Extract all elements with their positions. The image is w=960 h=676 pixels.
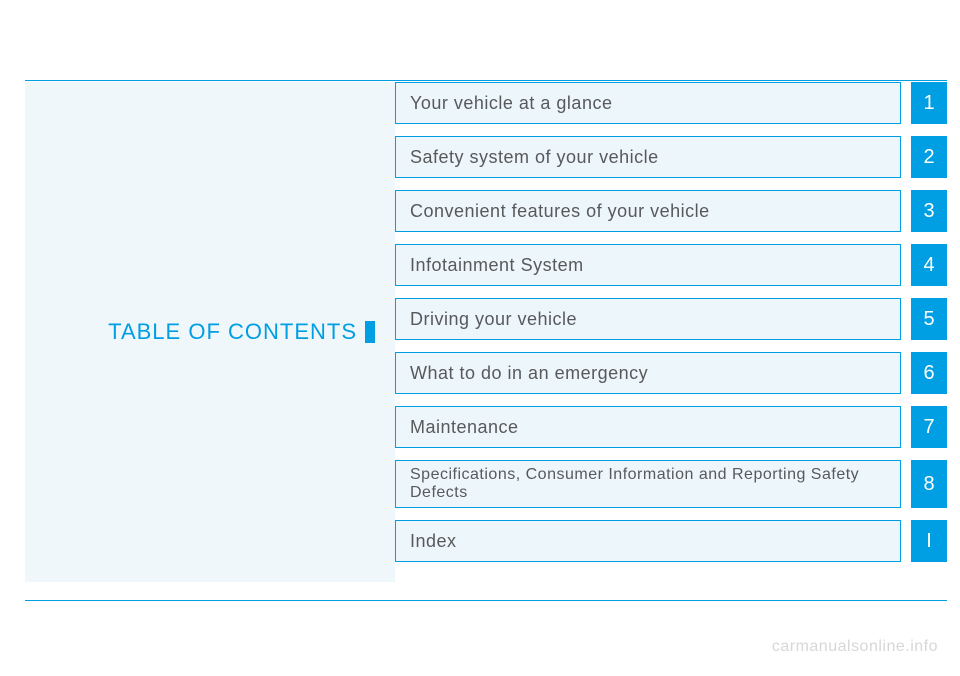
chapter-label-box[interactable]: Specifications, Consumer Information and…	[395, 460, 901, 508]
chapter-number-tab[interactable]: 5	[911, 298, 947, 340]
chapter-label-box[interactable]: Your vehicle at a glance	[395, 82, 901, 124]
chapter-number-tab[interactable]: 7	[911, 406, 947, 448]
chapter-label: What to do in an emergency	[410, 363, 648, 384]
chapter-label-box[interactable]: Driving your vehicle	[395, 298, 901, 340]
chapter-number-tab[interactable]: 1	[911, 82, 947, 124]
chapter-number: 3	[923, 200, 934, 223]
chapter-row: Specifications, Consumer Information and…	[395, 460, 947, 508]
toc-title-container: TABLE OF CONTENTS	[25, 82, 395, 582]
chapter-number-tab[interactable]: 3	[911, 190, 947, 232]
chapter-label: Convenient features of your vehicle	[410, 201, 710, 222]
chapter-row: Driving your vehicle 5	[395, 298, 947, 340]
chapter-label: Your vehicle at a glance	[410, 93, 612, 114]
chapter-row: What to do in an emergency 6	[395, 352, 947, 394]
chapter-label-box[interactable]: Convenient features of your vehicle	[395, 190, 901, 232]
chapter-number: 4	[923, 254, 934, 277]
chapter-number: 8	[923, 473, 934, 496]
chapter-list: Your vehicle at a glance 1 Safety system o…	[395, 82, 947, 562]
chapter-label-box[interactable]: Maintenance	[395, 406, 901, 448]
horizontal-rule-top	[25, 80, 947, 81]
chapter-label: Index	[410, 531, 457, 552]
chapter-row: Your vehicle at a glance 1	[395, 82, 947, 124]
chapter-label: Safety system of your vehicle	[410, 147, 659, 168]
chapter-label: Infotainment System	[410, 255, 584, 276]
watermark-text: carmanualsonline.info	[772, 638, 938, 656]
chapter-row: Maintenance 7	[395, 406, 947, 448]
chapter-label: Driving your vehicle	[410, 309, 577, 330]
chapter-row: Convenient features of your vehicle 3	[395, 190, 947, 232]
chapter-label: Maintenance	[410, 417, 519, 438]
toc-marker-icon	[365, 321, 375, 343]
chapter-row: Infotainment System 4	[395, 244, 947, 286]
chapter-label-box[interactable]: Index	[395, 520, 901, 562]
toc-title-text: TABLE OF CONTENTS	[108, 319, 357, 345]
chapter-number: 1	[923, 92, 934, 115]
chapter-number: 7	[923, 416, 934, 439]
chapter-row: Safety system of your vehicle 2	[395, 136, 947, 178]
chapter-number-tab[interactable]: 8	[911, 460, 947, 508]
chapter-number: I	[926, 530, 932, 553]
chapter-label-box[interactable]: Safety system of your vehicle	[395, 136, 901, 178]
chapter-number-tab[interactable]: I	[911, 520, 947, 562]
chapter-label-box[interactable]: What to do in an emergency	[395, 352, 901, 394]
chapter-number-tab[interactable]: 2	[911, 136, 947, 178]
chapter-number-tab[interactable]: 4	[911, 244, 947, 286]
chapter-number: 2	[923, 146, 934, 169]
chapter-row: Index I	[395, 520, 947, 562]
toc-title: TABLE OF CONTENTS	[108, 319, 375, 345]
content-panel: TABLE OF CONTENTS Your vehicle at a glan…	[25, 82, 947, 582]
chapter-number: 5	[923, 308, 934, 331]
chapter-label: Specifications, Consumer Information and…	[410, 466, 886, 503]
chapter-number-tab[interactable]: 6	[911, 352, 947, 394]
horizontal-rule-bottom	[25, 600, 947, 601]
chapter-number: 6	[923, 362, 934, 385]
chapter-label-box[interactable]: Infotainment System	[395, 244, 901, 286]
